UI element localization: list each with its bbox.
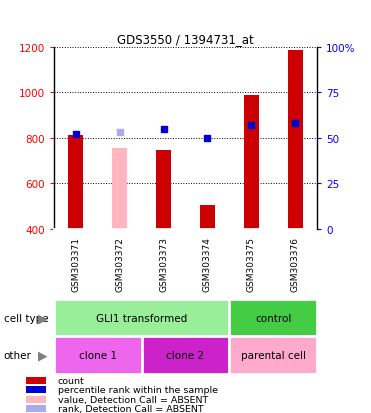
Bar <box>26 386 46 393</box>
Text: GSM303374: GSM303374 <box>203 237 212 292</box>
Text: clone 2: clone 2 <box>167 350 204 360</box>
Text: parental cell: parental cell <box>241 350 306 360</box>
Text: control: control <box>255 313 292 323</box>
Bar <box>288 51 303 229</box>
Bar <box>26 405 46 412</box>
Text: clone 1: clone 1 <box>79 350 117 360</box>
Title: GDS3550 / 1394731_at: GDS3550 / 1394731_at <box>117 33 254 46</box>
Bar <box>68 136 83 229</box>
Bar <box>200 205 215 229</box>
Text: value, Detection Call = ABSENT: value, Detection Call = ABSENT <box>58 395 208 404</box>
Bar <box>142 337 229 374</box>
Text: other: other <box>4 350 32 360</box>
Text: ▶: ▶ <box>38 311 47 325</box>
Text: GSM303375: GSM303375 <box>247 237 256 292</box>
Text: GSM303373: GSM303373 <box>159 237 168 292</box>
Bar <box>156 150 171 229</box>
Bar <box>54 299 229 337</box>
Text: GSM303376: GSM303376 <box>291 237 300 292</box>
Text: GSM303371: GSM303371 <box>71 237 80 292</box>
Bar <box>26 377 46 384</box>
Text: GLI1 transformed: GLI1 transformed <box>96 313 187 323</box>
Bar <box>54 337 142 374</box>
Text: percentile rank within the sample: percentile rank within the sample <box>58 385 217 394</box>
Text: cell type: cell type <box>4 313 48 323</box>
Text: count: count <box>58 376 84 385</box>
Bar <box>112 149 127 229</box>
Bar <box>229 299 317 337</box>
Bar <box>244 96 259 229</box>
Text: rank, Detection Call = ABSENT: rank, Detection Call = ABSENT <box>58 404 203 413</box>
Bar <box>26 396 46 403</box>
Text: ▶: ▶ <box>38 349 47 362</box>
Bar <box>229 337 317 374</box>
Text: GSM303372: GSM303372 <box>115 237 124 292</box>
